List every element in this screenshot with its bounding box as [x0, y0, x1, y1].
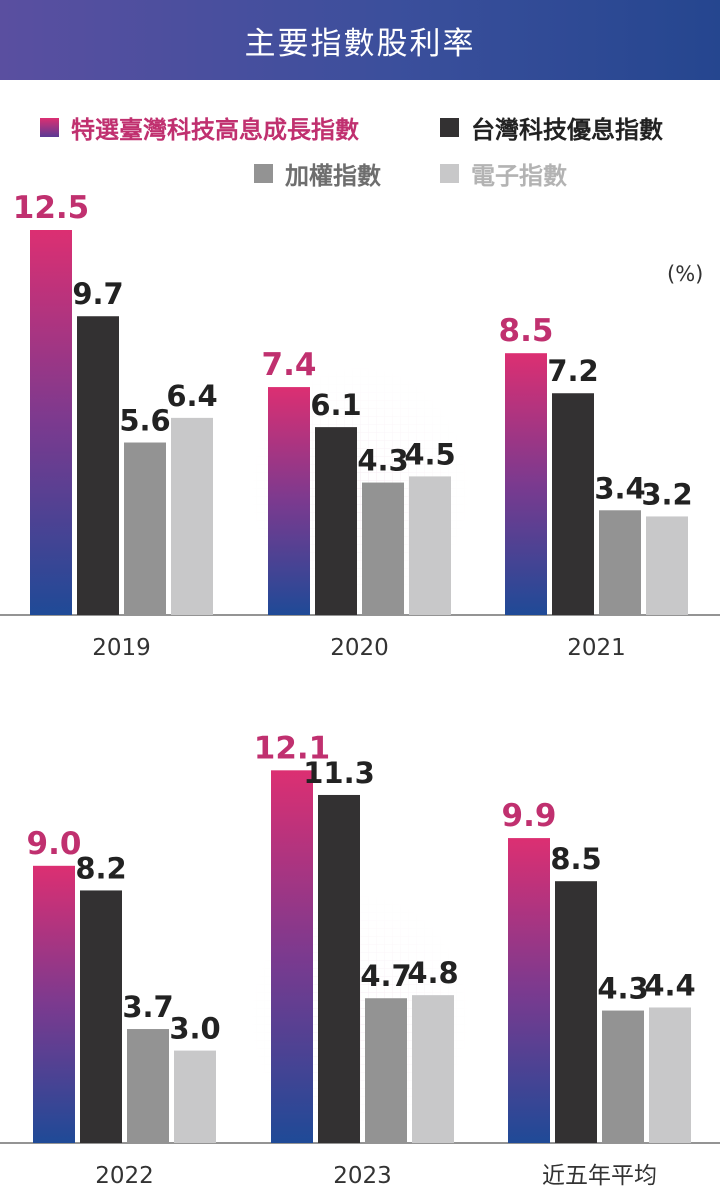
data-label-2022-series-1: 8.2: [75, 851, 126, 885]
data-label-2021-series-1: 7.2: [547, 354, 598, 388]
bar-2022-series-3: [174, 1050, 216, 1143]
bar-2019-series-3: [171, 417, 213, 615]
bar-2022-series-2: [127, 1029, 169, 1143]
data-label-2020-series-3: 4.5: [404, 437, 455, 471]
data-label-2019-series-1: 9.7: [72, 277, 123, 311]
data-label-近五年平均-series-0: 9.9: [502, 798, 557, 834]
legend-swatch-0: [40, 118, 59, 137]
data-label-近五年平均-series-1: 8.5: [550, 842, 601, 876]
bar-2022-series-1: [80, 890, 122, 1143]
bar-2023-series-2: [365, 998, 407, 1143]
bar-2020-series-2: [362, 482, 404, 615]
bar-2023-series-1: [318, 794, 360, 1143]
bar-2021-series-3: [646, 516, 688, 615]
data-label-2019-series-2: 5.6: [119, 404, 170, 438]
legend-swatch-1: [440, 118, 459, 137]
category-label-2: 2021: [567, 635, 626, 661]
data-label-2019-series-3: 6.4: [166, 379, 217, 413]
data-label-近五年平均-series-2: 4.3: [597, 972, 648, 1006]
category-label-3: 2022: [95, 1163, 154, 1189]
bar-近五年平均-series-0: [508, 838, 550, 1143]
unit-label: (%): [667, 262, 704, 286]
bar-2019-series-1: [77, 316, 119, 615]
data-label-2023-series-3: 4.8: [407, 956, 458, 990]
bar-2020-series-3: [409, 476, 451, 615]
data-label-2022-series-0: 9.0: [27, 826, 82, 862]
legend-swatch-3: [440, 164, 459, 183]
legend-item-2: 加權指數: [254, 156, 381, 191]
legend-swatch-2: [254, 164, 273, 183]
data-label-2022-series-2: 3.7: [122, 990, 173, 1024]
legend-item-0: 特選臺灣科技高息成長指數: [40, 110, 359, 145]
data-label-2021-series-0: 8.5: [499, 313, 554, 349]
data-label-2023-series-2: 4.7: [360, 959, 411, 993]
bar-近五年平均-series-3: [649, 1007, 691, 1143]
data-label-2023-series-0: 12.1: [254, 730, 331, 766]
bar-2019-series-0: [30, 230, 72, 615]
data-label-2019-series-0: 12.5: [13, 190, 90, 226]
legend-label-2: 加權指數: [285, 162, 381, 190]
data-label-2020-series-2: 4.3: [357, 444, 408, 478]
legend-label-3: 電子指數: [471, 162, 567, 190]
category-label-0: 2019: [92, 635, 151, 661]
data-label-2021-series-2: 3.4: [594, 471, 645, 505]
bar-2019-series-2: [124, 442, 166, 615]
data-label-2021-series-3: 3.2: [641, 477, 692, 511]
bar-2023-series-3: [412, 995, 454, 1143]
bar-近五年平均-series-2: [602, 1010, 644, 1143]
category-label-1: 2020: [330, 635, 389, 661]
legend-label-1: 台灣科技優息指數: [471, 116, 663, 144]
data-label-近五年平均-series-3: 4.4: [644, 968, 695, 1002]
bar-2021-series-2: [599, 510, 641, 615]
chart-title-banner: 主要指數股利率: [0, 0, 720, 80]
bar-2022-series-0: [33, 865, 75, 1143]
legend-item-3: 電子指數: [440, 156, 567, 191]
bar-2021-series-1: [552, 393, 594, 615]
data-label-2020-series-0: 7.4: [262, 347, 317, 383]
category-label-4: 2023: [333, 1163, 392, 1189]
data-label-2023-series-1: 11.3: [303, 756, 375, 790]
bar-近五年平均-series-1: [555, 881, 597, 1143]
bar-2020-series-1: [315, 427, 357, 615]
data-label-2022-series-3: 3.0: [169, 1012, 220, 1046]
category-label-5: 近五年平均: [542, 1163, 657, 1189]
legend-item-1: 台灣科技優息指數: [440, 110, 663, 145]
data-label-2020-series-1: 6.1: [310, 388, 361, 422]
bar-2021-series-0: [505, 353, 547, 615]
legend-label-0: 特選臺灣科技高息成長指數: [71, 116, 359, 144]
bar-2023-series-0: [271, 770, 313, 1143]
bar-2020-series-0: [268, 387, 310, 615]
chart-title: 主要指數股利率: [244, 25, 476, 62]
